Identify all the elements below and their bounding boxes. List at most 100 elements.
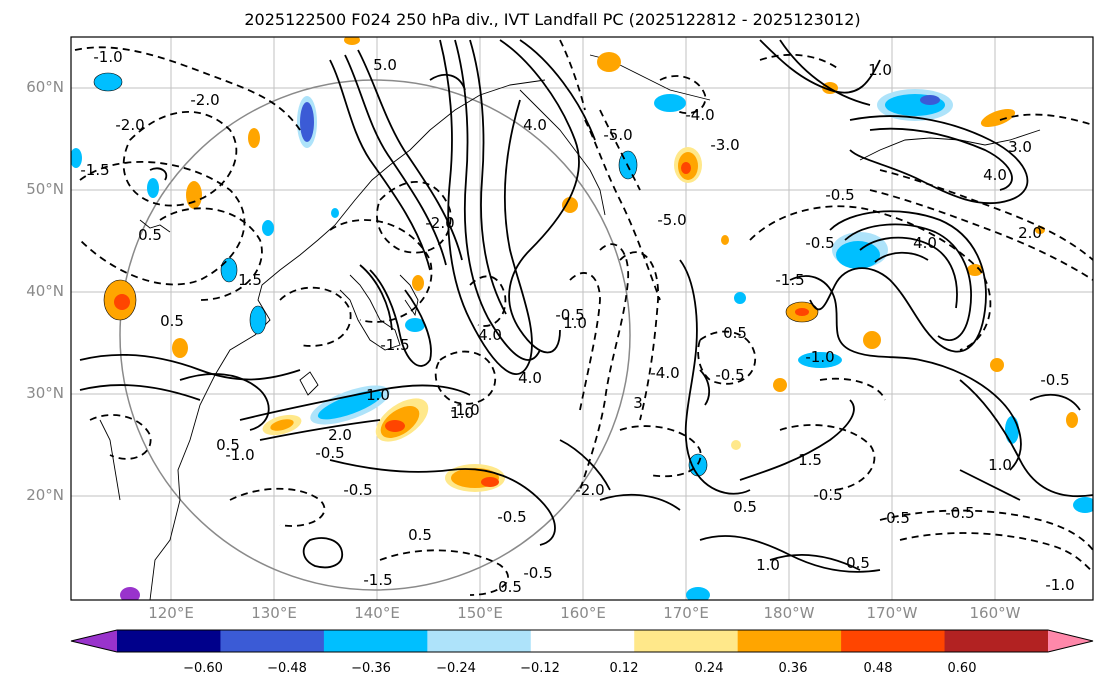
contour-label: -4.0 xyxy=(650,364,679,382)
contour-label: 0.5 xyxy=(138,226,162,244)
contour-label: 0.5 xyxy=(733,498,757,516)
graticule xyxy=(71,37,1093,600)
contour-label: 1.0 xyxy=(756,556,780,574)
contour-label: 1.5 xyxy=(798,451,822,469)
solid-contours xyxy=(79,39,1093,573)
contour-label: -1.5 xyxy=(380,336,409,354)
lon-label-150e: 150°E xyxy=(457,604,503,622)
contour-label: 4.0 xyxy=(518,369,542,387)
colorbar-segment xyxy=(841,630,946,652)
colorbar-segment xyxy=(323,630,428,652)
colorbar xyxy=(70,629,1094,653)
colorbar-tick-label: 0.12 xyxy=(609,661,639,676)
contour-label: -0.5 xyxy=(523,564,552,582)
contour-label: -5.0 xyxy=(603,126,632,144)
contour-label: 0.5 xyxy=(723,324,747,342)
contour-label: -0.5 xyxy=(1040,371,1069,389)
contour-label: 1.5 xyxy=(238,271,262,289)
contour-label: 1.0 xyxy=(450,404,474,422)
contour-label: 0.5 xyxy=(216,436,240,454)
contour-label: -2.0 xyxy=(425,214,454,232)
lat-label-40n: 40°N xyxy=(26,282,64,300)
colorbar-segment xyxy=(427,630,532,652)
contour-label: -4.0 xyxy=(685,106,714,124)
contour-label: 0.5 xyxy=(846,554,870,572)
contour-label: 0.5 xyxy=(886,509,910,527)
contour-label: -1.0 xyxy=(450,401,479,419)
contour-label: 2.0 xyxy=(1018,224,1042,242)
contour-label: -0.5 xyxy=(343,481,372,499)
lat-label-30n: 30°N xyxy=(26,384,64,402)
contour-label: -1.0 xyxy=(1045,576,1074,594)
lon-label-160w: 160°W xyxy=(969,604,1021,622)
contour-label: 5.0 xyxy=(373,56,397,74)
contour-label: -0.5 xyxy=(945,504,974,522)
contour-label: -1.5 xyxy=(363,571,392,589)
colorbar-tick-label: 0.24 xyxy=(694,661,724,676)
contour-label: -1.5 xyxy=(80,161,109,179)
contour-label: 0.5 xyxy=(408,526,432,544)
shaded-field xyxy=(71,37,1093,600)
lon-label-170w: 170°W xyxy=(866,604,918,622)
contour-label: 1.0 xyxy=(988,456,1012,474)
colorbar-extend-high xyxy=(1048,630,1093,652)
contour-label: 0.5 xyxy=(498,578,522,596)
colorbar-tick-label: −0.24 xyxy=(436,661,476,676)
colorbar-tick-label: 0.36 xyxy=(778,661,808,676)
region-circle xyxy=(119,79,631,591)
contour-label: -5.0 xyxy=(657,211,686,229)
contour-label: -0.5 xyxy=(825,186,854,204)
contour-label: -2.0 xyxy=(115,116,144,134)
contour-label: 1.0 xyxy=(366,386,390,404)
contour-label: 1.0 xyxy=(563,314,587,332)
contour-label: -3.0 xyxy=(710,136,739,154)
colorbar-tick-label: −0.36 xyxy=(351,661,391,676)
contour-label: 3 xyxy=(633,394,643,412)
colorbar-segment xyxy=(634,630,739,652)
contour-label: -2.0 xyxy=(575,481,604,499)
lon-label-140e: 140°E xyxy=(354,604,400,622)
contour-label: -0.5 xyxy=(805,234,834,252)
colorbar-tick-label: 0.48 xyxy=(863,661,893,676)
contour-label: 4.0 xyxy=(983,166,1007,184)
contour-label: 4.0 xyxy=(913,234,937,252)
map-border xyxy=(70,36,1094,601)
contour-label: -0.5 xyxy=(813,486,842,504)
contour-label: 0.5 xyxy=(160,312,184,330)
contour-label: -1.0 xyxy=(805,348,834,366)
contour-label: -0.5 xyxy=(715,366,744,384)
contour-label: -0.5 xyxy=(497,508,526,526)
lat-label-60n: 60°N xyxy=(26,78,64,96)
contour-label: 4.0 xyxy=(478,326,502,344)
contour-label: 2.0 xyxy=(328,426,352,444)
contour-label: -1.0 xyxy=(93,48,122,66)
contour-labels: -1.0 -2.0 5.0 -2.0 -1.5 0.5 1.5 -2.0 0.5… xyxy=(80,48,1074,596)
contour-label: -0.5 xyxy=(555,306,584,324)
contour-label: -0.5 xyxy=(315,444,344,462)
lon-label-180w: 180°W xyxy=(763,604,815,622)
colorbar-tick-label: −0.12 xyxy=(520,661,560,676)
contour-label: -1.5 xyxy=(775,271,804,289)
colorbar-segment xyxy=(944,630,1049,652)
contour-label: -1.0 xyxy=(225,446,254,464)
lat-label-50n: 50°N xyxy=(26,180,64,198)
contour-label: 1.0 xyxy=(868,61,892,79)
colorbar-extend-low xyxy=(71,630,117,652)
colorbar-segment xyxy=(117,630,221,652)
colorbar-segment xyxy=(220,630,325,652)
lon-label-120e: 120°E xyxy=(148,604,194,622)
dashed-contours xyxy=(74,39,1093,596)
lon-label-170e: 170°E xyxy=(663,604,709,622)
colorbar-tick-label: −0.48 xyxy=(267,661,307,676)
contour-label: 4.0 xyxy=(523,116,547,134)
colorbar-tick-label: −0.60 xyxy=(183,661,223,676)
colorbar-segment xyxy=(737,630,842,652)
colorbar-segment xyxy=(530,630,635,652)
colorbar-tick-label: 0.60 xyxy=(947,661,977,676)
lon-label-130e: 130°E xyxy=(251,604,297,622)
contour-label: -2.0 xyxy=(190,91,219,109)
colorbar-outline xyxy=(70,629,1094,653)
coastlines xyxy=(99,54,1041,600)
lat-label-20n: 20°N xyxy=(26,486,64,504)
